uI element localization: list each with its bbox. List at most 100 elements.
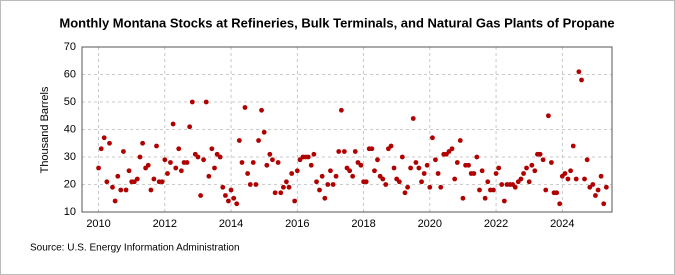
data-point — [226, 198, 231, 204]
data-point — [195, 154, 201, 160]
data-point — [460, 195, 466, 201]
data-point — [416, 165, 422, 171]
data-point — [532, 168, 538, 174]
data-point — [294, 168, 300, 174]
data-point — [512, 184, 518, 190]
data-point — [223, 193, 228, 198]
data-point — [582, 176, 587, 182]
data-point — [399, 154, 405, 160]
y-tick-label: 50 — [64, 96, 76, 108]
data-point — [388, 143, 394, 149]
data-point — [137, 154, 143, 160]
data-point — [427, 184, 433, 190]
data-point — [482, 195, 488, 201]
data-point — [123, 187, 129, 193]
data-point — [454, 160, 460, 165]
data-point — [548, 160, 554, 165]
data-point — [341, 149, 347, 154]
data-point — [524, 165, 529, 171]
data-point — [325, 182, 331, 187]
y-tick-label: 40 — [64, 123, 76, 135]
data-point — [253, 182, 259, 187]
data-point — [220, 184, 226, 190]
data-point — [176, 146, 182, 152]
data-point — [501, 198, 507, 204]
data-point — [421, 171, 427, 176]
data-point — [317, 187, 322, 193]
data-point — [242, 105, 248, 110]
data-point — [115, 173, 121, 179]
data-point — [112, 198, 118, 204]
y-tick-label: 60 — [64, 68, 76, 80]
data-point — [565, 176, 571, 182]
data-point — [330, 182, 336, 187]
data-point — [584, 157, 590, 163]
data-point — [209, 146, 215, 152]
data-point — [413, 160, 419, 165]
x-tick-label: 2022 — [484, 218, 508, 230]
data-point — [281, 184, 286, 190]
data-point — [134, 176, 140, 182]
data-point — [272, 190, 278, 196]
data-point — [485, 179, 491, 185]
data-point — [231, 195, 237, 201]
data-point — [435, 171, 441, 176]
data-point — [375, 157, 380, 163]
data-point — [491, 187, 496, 193]
data-point — [234, 201, 240, 207]
data-point — [537, 151, 543, 157]
y-tick-label: 10 — [64, 206, 76, 218]
data-point — [546, 113, 551, 119]
data-point — [118, 187, 124, 193]
data-point — [264, 162, 270, 168]
data-point — [449, 146, 455, 152]
data-point — [283, 179, 289, 185]
data-point — [168, 160, 173, 165]
data-point — [101, 135, 107, 141]
x-tick-label: 2016 — [285, 218, 309, 230]
data-point — [228, 187, 234, 193]
data-point — [380, 176, 386, 182]
data-point — [247, 182, 253, 187]
x-tick-label: 2014 — [219, 218, 243, 230]
data-point — [98, 146, 104, 152]
data-point — [289, 171, 295, 176]
data-point — [126, 168, 132, 174]
data-point — [145, 162, 151, 168]
data-point — [479, 168, 485, 174]
x-tick-label: 2010 — [86, 218, 110, 230]
plot-border — [81, 46, 613, 213]
data-point — [452, 176, 458, 182]
data-point — [170, 121, 176, 127]
y-tick-label: 20 — [64, 178, 76, 190]
data-point — [438, 184, 444, 190]
data-point — [521, 171, 526, 176]
data-point — [598, 173, 604, 179]
data-point — [159, 179, 165, 185]
data-point — [562, 171, 568, 176]
data-point — [261, 129, 267, 135]
data-point — [496, 165, 502, 171]
x-tick-label: 2012 — [153, 218, 177, 230]
data-point — [104, 179, 110, 185]
data-point — [568, 168, 573, 174]
data-point — [590, 182, 596, 187]
data-point — [162, 157, 168, 163]
data-point — [189, 99, 195, 105]
data-point — [603, 184, 609, 190]
data-point — [314, 179, 319, 185]
data-point — [239, 160, 245, 165]
data-point — [198, 193, 203, 198]
data-point — [278, 190, 284, 196]
data-point — [96, 165, 101, 171]
y-tick-label: 30 — [64, 151, 76, 163]
data-point — [201, 157, 206, 163]
data-point — [311, 151, 317, 157]
data-point — [212, 165, 217, 171]
data-point — [471, 171, 477, 176]
data-point — [206, 173, 212, 179]
y-axis-label: Thousand Barrels — [39, 86, 51, 173]
